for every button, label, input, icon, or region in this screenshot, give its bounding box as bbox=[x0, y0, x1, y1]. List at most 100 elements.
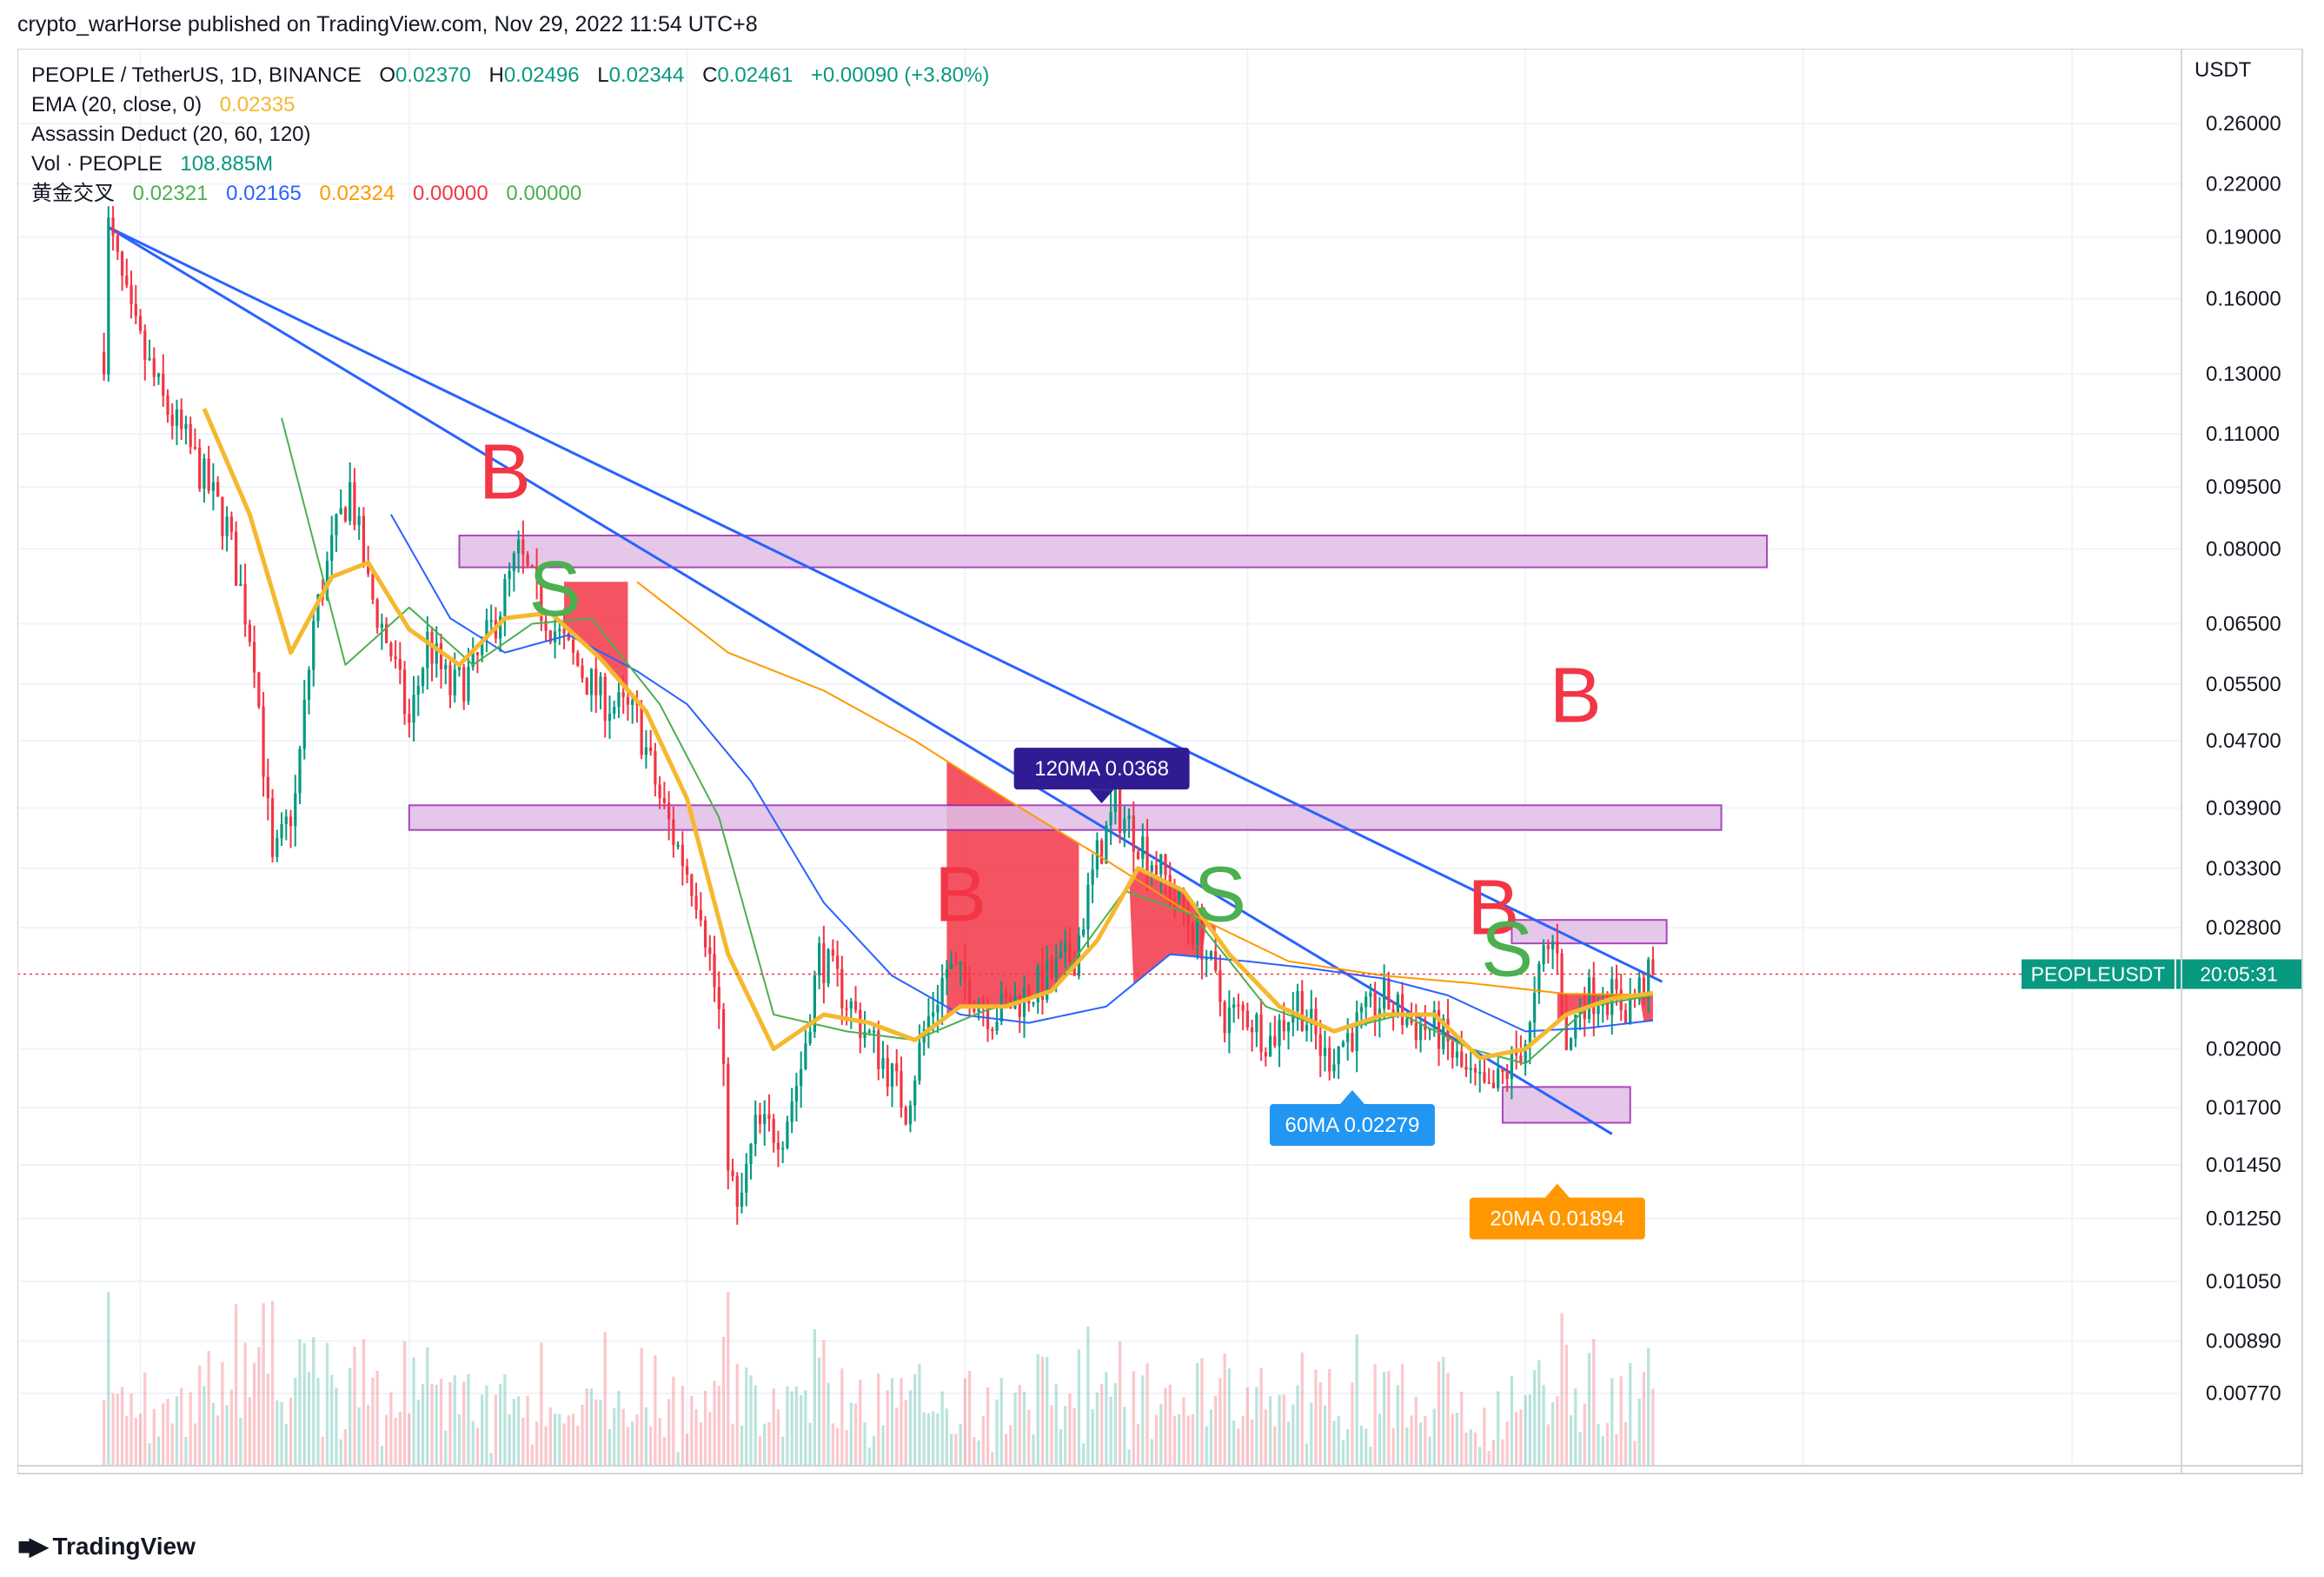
candle-body bbox=[1105, 825, 1108, 864]
volume-bar bbox=[1501, 1439, 1504, 1466]
volume-bar bbox=[548, 1407, 552, 1466]
volume-bar bbox=[416, 1400, 420, 1466]
candle-body bbox=[394, 656, 397, 660]
volume-bar bbox=[918, 1363, 921, 1466]
candle-body bbox=[794, 1086, 799, 1101]
volume-bar bbox=[1442, 1356, 1445, 1466]
volume-bar bbox=[772, 1388, 775, 1466]
volume-bar bbox=[1205, 1426, 1208, 1466]
candle-body bbox=[932, 1012, 935, 1017]
volume-bar bbox=[1373, 1364, 1377, 1466]
chart-legend: PEOPLE / TetherUS, 1D, BINANCE O0.02370 … bbox=[31, 61, 989, 209]
volume-bar bbox=[262, 1303, 265, 1466]
volume-bar bbox=[375, 1370, 379, 1466]
volume-bar bbox=[107, 1292, 110, 1466]
candle-body bbox=[243, 583, 247, 625]
volume-bar bbox=[776, 1409, 780, 1466]
volume-bar bbox=[435, 1384, 438, 1466]
candle-body bbox=[1205, 957, 1208, 961]
volume-bar bbox=[143, 1372, 147, 1466]
candle-body bbox=[1414, 1022, 1418, 1041]
price-tick-label: 0.26000 bbox=[2206, 112, 2281, 136]
candle-body bbox=[1432, 1009, 1436, 1029]
candle-body bbox=[1629, 995, 1632, 1023]
candle-body bbox=[713, 954, 716, 988]
volume-bar bbox=[1483, 1407, 1486, 1466]
volume-bar bbox=[967, 1371, 972, 1466]
zone-box bbox=[1501, 1086, 1631, 1124]
candle-body bbox=[1118, 788, 1122, 834]
golden-cross-value-5: 0.00000 bbox=[506, 182, 582, 205]
price-chart[interactable]: PEOPLEUSDT 20:05:31 BSB S BSB 120MA 0.03686… bbox=[17, 48, 2303, 1507]
candle-body bbox=[1487, 1081, 1491, 1084]
candle-body bbox=[1587, 977, 1591, 1020]
volume-bar bbox=[603, 1331, 607, 1466]
volume-bar bbox=[781, 1436, 785, 1466]
candle-body bbox=[471, 652, 475, 667]
volume-bar bbox=[1451, 1414, 1454, 1466]
legend-volume-row[interactable]: Vol · PEOPLE 108.885M bbox=[31, 150, 989, 179]
moving-averages: PEOPLEUSDT 20:05:31 bbox=[17, 408, 2301, 1065]
legend-golden-cross-row[interactable]: 黄金交叉 0.02321 0.02165 0.02324 0.00000 0.0… bbox=[31, 179, 989, 209]
legend-ema-row[interactable]: EMA (20, close, 0) 0.02335 bbox=[31, 90, 989, 120]
volume-bar bbox=[649, 1426, 653, 1466]
candle-body bbox=[1182, 889, 1185, 914]
volume-bar bbox=[594, 1399, 598, 1466]
high-value: 0.02496 bbox=[503, 63, 580, 87]
volume-bar bbox=[1574, 1388, 1577, 1466]
tradingview-footer[interactable]: ■▶ TradingView bbox=[17, 1532, 196, 1560]
volume-bar bbox=[945, 1408, 949, 1466]
candle-body bbox=[1569, 1038, 1573, 1050]
candle-body bbox=[225, 516, 229, 536]
volume-bar bbox=[471, 1421, 475, 1466]
candle-body bbox=[681, 844, 684, 867]
volume-bar bbox=[517, 1396, 521, 1466]
golden-cross-value-4: 0.00000 bbox=[412, 182, 488, 205]
volume-bar bbox=[1424, 1416, 1427, 1466]
volume-bar bbox=[234, 1304, 238, 1466]
candle-body bbox=[148, 358, 151, 361]
volume-bar bbox=[1186, 1415, 1190, 1466]
candle-body bbox=[1099, 840, 1104, 864]
volume-bar bbox=[1286, 1421, 1291, 1466]
price-axis-unit: USDT bbox=[2195, 58, 2252, 82]
signal-s: S bbox=[529, 546, 581, 633]
volume-bar bbox=[1245, 1387, 1249, 1466]
candle-body bbox=[740, 1192, 744, 1208]
candle-body bbox=[603, 676, 607, 722]
legend-assassin-row[interactable]: Assassin Deduct (20, 60, 120) bbox=[31, 120, 989, 150]
candle-body bbox=[1113, 788, 1117, 813]
volume-bar bbox=[243, 1342, 247, 1466]
volume-bar bbox=[307, 1371, 311, 1466]
cross-fill-region bbox=[1557, 993, 1653, 1022]
candle-body bbox=[221, 496, 224, 536]
candle-body bbox=[349, 482, 352, 522]
ma60-line bbox=[389, 514, 1654, 1033]
candles bbox=[102, 205, 1655, 1225]
volume-bar bbox=[1291, 1404, 1295, 1466]
open-value: 0.02370 bbox=[395, 63, 471, 87]
candle-body bbox=[1623, 1010, 1628, 1023]
candle-body bbox=[676, 844, 680, 847]
volume-bar bbox=[1178, 1414, 1181, 1466]
candle-body bbox=[1592, 977, 1596, 1015]
volume-bar bbox=[1109, 1396, 1112, 1466]
candle-body bbox=[553, 631, 557, 642]
volume-bar bbox=[1214, 1395, 1218, 1466]
volume-bar bbox=[544, 1426, 548, 1466]
candle-body bbox=[1154, 865, 1159, 875]
candle-body bbox=[402, 669, 407, 715]
candle-body bbox=[270, 798, 275, 857]
volume-bar bbox=[1542, 1384, 1545, 1466]
symbol-name[interactable]: PEOPLE / TetherUS, 1D, BINANCE bbox=[31, 63, 362, 87]
volume-bar bbox=[721, 1336, 726, 1466]
candle-body bbox=[822, 942, 826, 983]
volume-bar bbox=[1587, 1353, 1591, 1466]
price-tick-label: 0.11000 bbox=[2206, 423, 2280, 446]
volume-bar bbox=[585, 1387, 588, 1466]
volume-bar bbox=[872, 1435, 876, 1466]
volume-bar bbox=[1328, 1368, 1331, 1466]
volume-bar bbox=[794, 1386, 799, 1466]
candle-body bbox=[954, 963, 958, 966]
